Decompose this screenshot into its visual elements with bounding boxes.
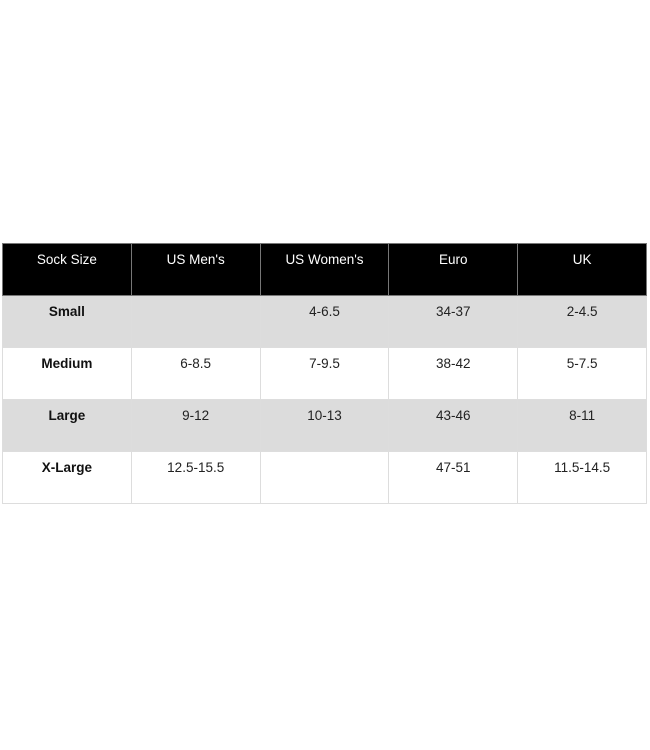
cell-uk: 11.5-14.5 [517, 451, 647, 504]
table-row: Medium 6-8.5 7-9.5 38-42 5-7.5 [2, 347, 647, 400]
sock-size-chart: Sock Size US Men's US Women's Euro UK Sm… [2, 243, 647, 504]
cell-us-womens: 7-9.5 [259, 347, 390, 400]
header-uk: UK [517, 243, 647, 296]
cell-us-mens: 6-8.5 [130, 347, 261, 400]
cell-us-mens: 9-12 [130, 399, 261, 452]
cell-euro: 47-51 [388, 451, 519, 504]
header-euro: Euro [388, 243, 519, 296]
header-us-womens: US Women's [259, 243, 390, 296]
cell-size: Medium [2, 347, 132, 400]
cell-size: Small [2, 295, 132, 348]
cell-us-womens: 4-6.5 [259, 295, 390, 348]
header-us-mens: US Men's [130, 243, 261, 296]
cell-us-mens: 12.5-15.5 [130, 451, 261, 504]
header-row: Sock Size US Men's US Women's Euro UK [2, 243, 647, 296]
header-sock-size: Sock Size [2, 243, 132, 296]
table-row: Large 9-12 10-13 43-46 8-11 [2, 399, 647, 452]
cell-us-womens [259, 451, 390, 504]
cell-size: X-Large [2, 451, 132, 504]
table-row: X-Large 12.5-15.5 47-51 11.5-14.5 [2, 451, 647, 504]
table-row: Small 4-6.5 34-37 2-4.5 [2, 295, 647, 348]
cell-size: Large [2, 399, 132, 452]
cell-uk: 5-7.5 [517, 347, 647, 400]
cell-euro: 38-42 [388, 347, 519, 400]
cell-us-mens [130, 295, 261, 348]
cell-uk: 2-4.5 [517, 295, 647, 348]
cell-euro: 34-37 [388, 295, 519, 348]
cell-us-womens: 10-13 [259, 399, 390, 452]
cell-euro: 43-46 [388, 399, 519, 452]
cell-uk: 8-11 [517, 399, 647, 452]
